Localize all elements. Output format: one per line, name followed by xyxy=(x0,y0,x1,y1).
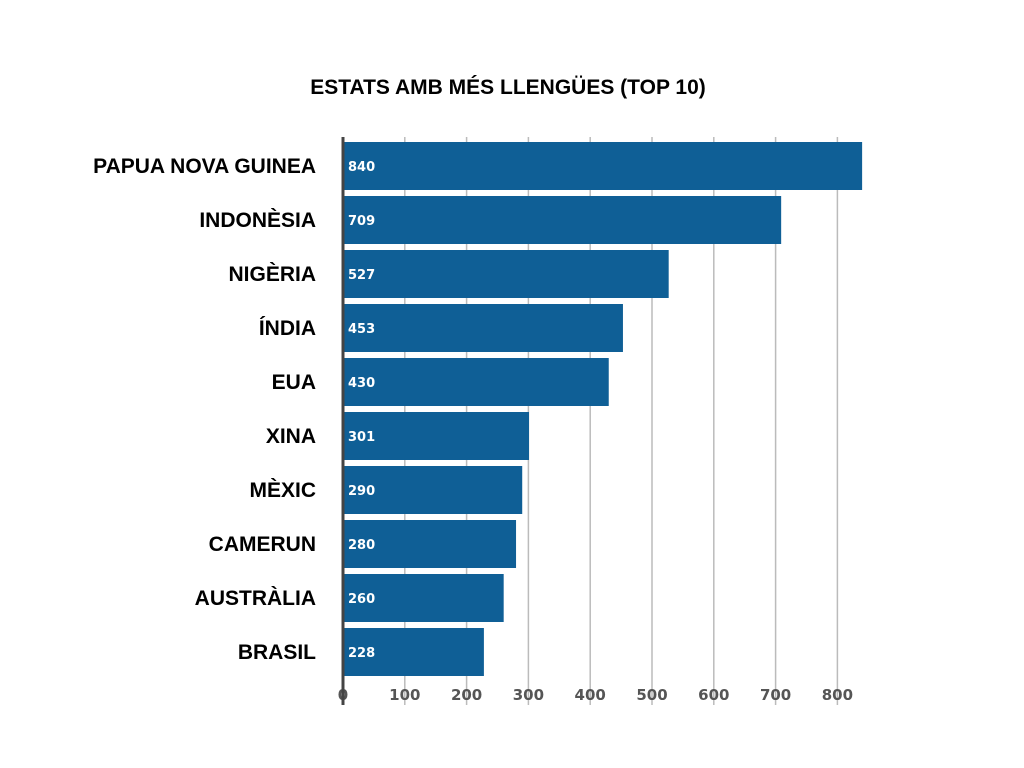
category-label: PAPUA NOVA GUINEA xyxy=(93,155,316,178)
bar xyxy=(343,520,517,568)
bar-value-label: 290 xyxy=(348,484,375,499)
x-tick-label: 400 xyxy=(575,686,606,704)
bars: 840 709 527 453 430 301 290 280 260 228 xyxy=(343,142,863,676)
category-label: CAMERUN xyxy=(209,533,316,556)
category-label: INDONÈSIA xyxy=(199,209,316,232)
category-label: EUA xyxy=(272,371,316,394)
x-tick-label: 800 xyxy=(822,686,853,704)
x-tick-label: 200 xyxy=(451,686,482,704)
category-label: MÈXIC xyxy=(249,479,316,502)
bar-value-label: 453 xyxy=(348,322,375,337)
chart-title: ESTATS AMB MÉS LLENGÜES (TOP 10) xyxy=(310,76,706,99)
bar xyxy=(343,466,523,514)
bar xyxy=(343,304,623,352)
bar xyxy=(343,142,863,190)
bar-value-label: 430 xyxy=(348,376,375,391)
bar-value-label: 228 xyxy=(348,646,375,661)
category-label: ÍNDIA xyxy=(259,317,316,340)
bar-value-label: 280 xyxy=(348,538,375,553)
bar-value-label: 840 xyxy=(348,160,375,175)
x-tick-label: 500 xyxy=(636,686,667,704)
axes: 0100200300400500600700800PAPUA NOVA GUIN… xyxy=(93,137,853,705)
category-label: AUSTRÀLIA xyxy=(195,587,316,610)
bar-value-label: 260 xyxy=(348,592,375,607)
bar xyxy=(343,574,504,622)
bar xyxy=(343,196,782,244)
bar-value-label: 709 xyxy=(348,214,375,229)
bar xyxy=(343,412,530,460)
category-label: NIGÈRIA xyxy=(228,263,316,286)
x-tick-label: 100 xyxy=(389,686,420,704)
x-tick-label: 700 xyxy=(760,686,791,704)
category-label: XINA xyxy=(266,425,316,448)
bar xyxy=(343,358,609,406)
bar xyxy=(343,250,669,298)
x-tick-label: 600 xyxy=(698,686,729,704)
category-label: BRASIL xyxy=(238,641,316,664)
bar-value-label: 527 xyxy=(348,268,375,283)
bar-value-label: 301 xyxy=(348,430,375,445)
x-tick-label: 300 xyxy=(513,686,544,704)
bar xyxy=(343,628,484,676)
